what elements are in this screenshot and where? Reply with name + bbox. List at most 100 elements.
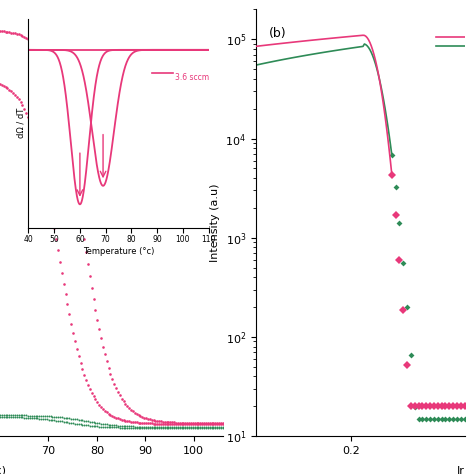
Point — [122, 424, 129, 431]
Point — [208, 420, 215, 428]
Point — [37, 156, 45, 164]
Point — [193, 420, 201, 428]
Point — [91, 306, 99, 314]
Point — [157, 420, 165, 428]
Point — [129, 423, 137, 430]
Point — [211, 423, 219, 431]
Point — [154, 420, 161, 428]
Point — [193, 423, 201, 431]
Point — [24, 113, 32, 120]
Point — [195, 420, 202, 428]
Point — [201, 420, 208, 428]
Point — [36, 412, 43, 419]
Point — [28, 37, 36, 45]
Point — [73, 185, 81, 193]
Point — [182, 420, 189, 428]
Point — [112, 424, 120, 431]
Point — [195, 424, 202, 432]
Point — [150, 423, 157, 431]
Point — [155, 424, 163, 432]
Point — [39, 412, 47, 420]
Point — [58, 269, 65, 276]
Point — [112, 421, 120, 429]
Point — [206, 424, 213, 432]
Point — [105, 410, 112, 418]
Point — [114, 388, 122, 396]
Point — [103, 357, 110, 365]
Point — [137, 423, 144, 430]
Point — [62, 291, 69, 298]
Point — [107, 411, 114, 419]
Point — [67, 419, 75, 427]
Point — [88, 284, 96, 292]
Point — [202, 419, 210, 427]
Point — [8, 29, 15, 36]
Point — [193, 419, 201, 427]
Point — [65, 419, 73, 427]
Point — [86, 385, 94, 393]
Point — [131, 419, 138, 426]
Point — [206, 420, 213, 428]
Point — [82, 376, 90, 384]
Point — [58, 414, 65, 421]
Point — [138, 419, 146, 427]
Point — [81, 417, 88, 424]
Point — [189, 419, 197, 427]
Point — [208, 424, 215, 432]
Point — [213, 424, 221, 432]
Point — [107, 421, 114, 428]
Point — [114, 422, 122, 429]
Point — [75, 352, 82, 360]
Point — [152, 423, 159, 431]
Point — [163, 423, 171, 431]
Point — [172, 423, 180, 431]
Point — [4, 84, 11, 92]
Point — [164, 424, 172, 432]
Point — [47, 203, 55, 210]
Point — [56, 413, 64, 421]
Point — [49, 413, 56, 420]
Point — [6, 413, 13, 421]
Point — [49, 214, 56, 221]
Point — [148, 423, 155, 431]
Point — [4, 413, 11, 421]
Point — [41, 173, 49, 181]
Point — [129, 418, 137, 426]
Point — [51, 225, 58, 232]
Point — [65, 414, 73, 422]
Point — [0, 27, 4, 35]
Point — [215, 424, 223, 432]
Point — [189, 420, 197, 428]
Point — [191, 423, 199, 431]
Point — [28, 123, 36, 130]
Point — [20, 33, 28, 41]
Point — [90, 392, 97, 400]
Point — [191, 424, 199, 432]
Point — [88, 422, 96, 429]
Point — [129, 424, 137, 432]
Point — [164, 423, 172, 431]
Point — [22, 412, 30, 419]
Point — [215, 420, 223, 428]
Point — [88, 389, 96, 397]
Point — [58, 418, 65, 425]
Point — [64, 301, 71, 308]
Point — [9, 89, 17, 97]
Point — [199, 419, 206, 427]
Point — [155, 423, 163, 431]
Point — [195, 423, 202, 431]
Point — [170, 424, 178, 432]
Point — [178, 419, 185, 427]
Point — [163, 420, 171, 428]
Point — [54, 88, 62, 96]
Point — [60, 418, 67, 426]
Point — [34, 43, 41, 51]
Point — [208, 419, 215, 427]
Point — [30, 39, 37, 47]
Point — [131, 409, 138, 417]
Point — [116, 415, 124, 423]
Point — [20, 414, 28, 421]
Point — [95, 401, 103, 409]
Point — [73, 416, 81, 423]
Point — [30, 128, 37, 136]
